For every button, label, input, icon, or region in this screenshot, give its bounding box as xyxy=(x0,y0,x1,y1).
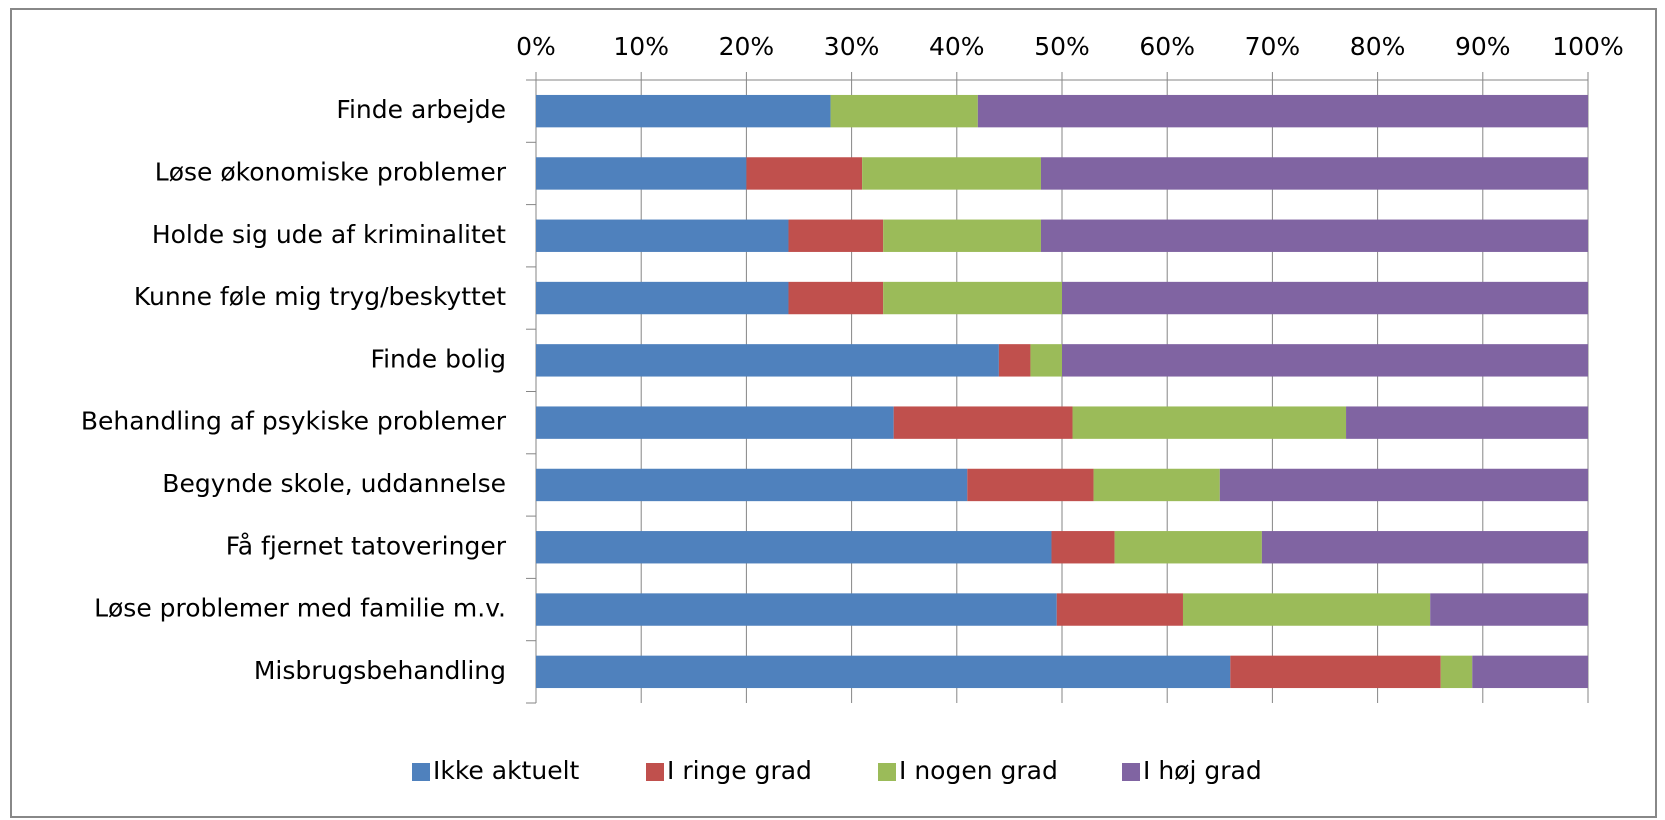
x-tick-label: 60% xyxy=(1139,32,1195,61)
legend-label: I høj grad xyxy=(1143,756,1262,785)
bar-segment xyxy=(893,406,1073,439)
bar-segment xyxy=(998,344,1031,377)
legend-swatch xyxy=(878,763,896,781)
y-tick-label: Begynde skole, uddannelse xyxy=(162,469,506,498)
bar-segment xyxy=(536,157,747,190)
bar-segment xyxy=(1056,593,1183,626)
x-tick-label: 90% xyxy=(1455,32,1511,61)
bar-segment xyxy=(788,281,884,315)
bar-segment xyxy=(536,94,831,128)
legend-label: Ikke aktuelt xyxy=(433,756,580,785)
x-tick-label: 50% xyxy=(1034,32,1090,61)
bar-segment xyxy=(1051,531,1115,564)
bar-segment xyxy=(746,157,863,190)
bar-segment xyxy=(1040,157,1588,190)
y-tick-label: Finde arbejde xyxy=(336,95,506,124)
legend-label: I nogen grad xyxy=(899,756,1058,785)
y-tick-label: Løse økonomiske problemer xyxy=(155,157,507,186)
x-tick-label: 100% xyxy=(1552,32,1623,61)
legend-swatch xyxy=(412,763,430,781)
bar-segment xyxy=(830,94,978,128)
bar-segment xyxy=(1261,531,1588,564)
legend-swatch xyxy=(646,763,664,781)
bar-segment xyxy=(977,94,1588,128)
x-tick-label: 70% xyxy=(1245,32,1301,61)
bar-segment xyxy=(536,593,1057,626)
bar-segment xyxy=(967,468,1094,502)
y-tick-label: Holde sig ude af kriminalitet xyxy=(152,220,506,249)
bar-segment xyxy=(536,281,789,315)
bar-segment xyxy=(536,655,1231,689)
x-tick-label: 30% xyxy=(824,32,880,61)
bar-segment xyxy=(862,157,1041,190)
bar-segment xyxy=(1430,593,1588,626)
y-tick-label: Løse problemer med familie m.v. xyxy=(94,594,506,623)
bar-segment xyxy=(883,281,1062,315)
bar-segment xyxy=(536,531,1052,564)
bar-segment xyxy=(1472,655,1588,689)
bar-segment xyxy=(1072,406,1347,439)
y-tick-label: Finde bolig xyxy=(371,344,506,373)
bar-segment xyxy=(788,219,884,252)
bar-segment xyxy=(1062,281,1588,315)
bar-segment xyxy=(1093,468,1220,502)
bar-segment xyxy=(536,468,968,502)
y-tick-label: Få fjernet tatoveringer xyxy=(226,531,507,560)
bar-segment xyxy=(1230,655,1441,689)
bar-segment xyxy=(1182,593,1431,626)
bar-segment xyxy=(1040,219,1588,252)
x-tick-label: 20% xyxy=(719,32,775,61)
x-tick-label: 0% xyxy=(516,32,556,61)
legend-label: I ringe grad xyxy=(667,756,812,785)
bar-segment xyxy=(1030,344,1062,377)
x-tick-label: 80% xyxy=(1350,32,1406,61)
bar-segment xyxy=(536,219,789,252)
bar-segment xyxy=(536,406,894,439)
y-tick-label: Kunne føle mig tryg/beskyttet xyxy=(134,282,506,311)
bar-segment xyxy=(1440,655,1473,689)
x-tick-label: 40% xyxy=(929,32,985,61)
y-tick-label: Misbrugsbehandling xyxy=(254,656,506,685)
bar-segment xyxy=(1346,406,1588,439)
bar-segment xyxy=(1062,344,1588,377)
bar-segment xyxy=(883,219,1041,252)
legend-swatch xyxy=(1122,763,1140,781)
x-tick-label: 10% xyxy=(613,32,669,61)
bar-segment xyxy=(1114,531,1262,564)
bar-segment xyxy=(536,344,999,377)
y-tick-label: Behandling af psykiske problemer xyxy=(81,407,507,436)
bar-segment xyxy=(1219,468,1588,502)
